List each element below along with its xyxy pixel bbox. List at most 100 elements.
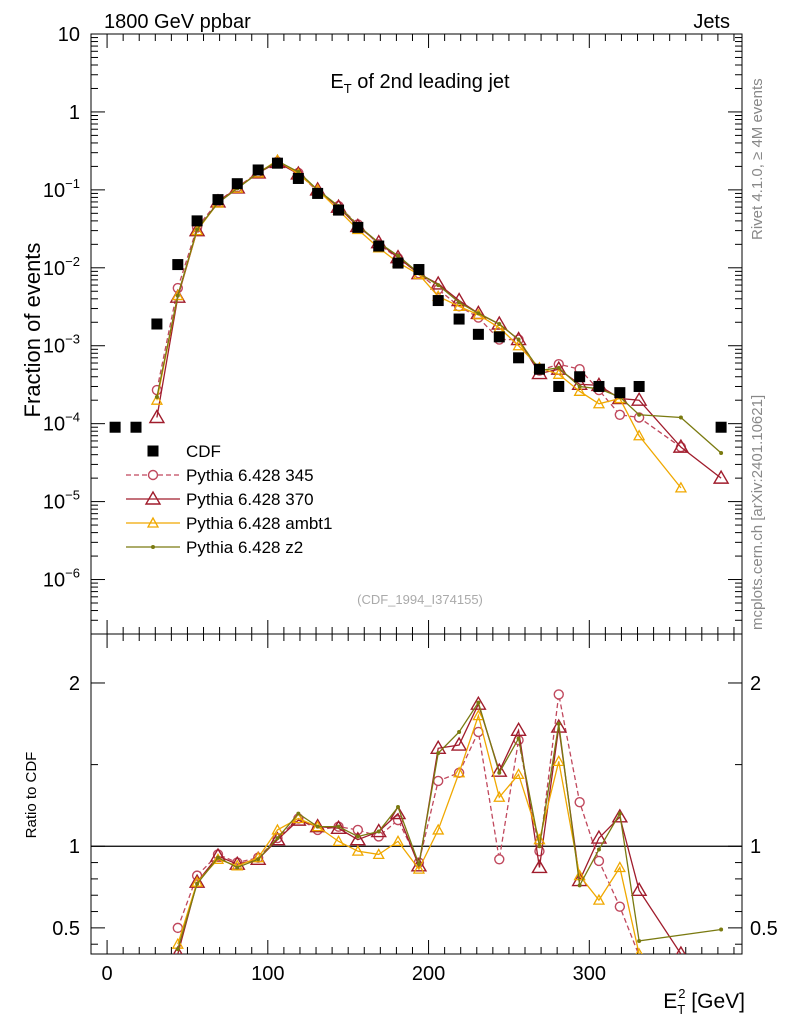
marker-dot [577, 384, 582, 389]
main-ytick-base: 10 [43, 492, 65, 514]
main-ytick-base: 10 [43, 414, 65, 436]
ratio-series-group [171, 689, 724, 954]
watermark: (CDF_1994_I374155) [357, 592, 483, 607]
marker-triangle-small [512, 768, 525, 780]
marker-dot [195, 227, 200, 232]
marker-triangle-small [552, 755, 565, 766]
xlabel-sub: T [677, 1002, 685, 1017]
ratio-panel-frame [90, 633, 743, 955]
marker-square [614, 387, 626, 399]
marker-dot [296, 169, 301, 174]
marker-square [633, 380, 645, 392]
marker-square [191, 215, 203, 227]
marker-dot [719, 927, 724, 932]
marker-dot [154, 394, 159, 399]
marker-square [574, 371, 586, 383]
marker-triangle-small [592, 893, 606, 905]
main-ytick-exp: −4 [65, 410, 80, 425]
xlabel-sup: 2 [678, 986, 685, 1001]
marker-dot [215, 855, 220, 860]
marker-circle [172, 922, 184, 934]
marker-square [172, 259, 184, 271]
marker-square [513, 352, 525, 364]
marker-triangle-small [332, 835, 345, 846]
main-ytick-exp: −3 [65, 332, 80, 347]
marker-triangle-small [573, 384, 586, 396]
marker-dot [416, 862, 421, 867]
marker-triangle [148, 409, 166, 424]
marker-dot [151, 545, 155, 549]
header-left: 1800 GeV ppbar [104, 11, 251, 33]
marker-triangle [491, 762, 508, 777]
marker-triangle-small [146, 516, 160, 528]
main-ytick-base: 10 [43, 180, 65, 202]
marker-triangle [611, 808, 629, 823]
legend-label: CDF [186, 442, 221, 461]
legend-label: Pythia 6.428 370 [186, 490, 314, 509]
marker-circle [433, 775, 444, 787]
marker-dot [175, 293, 180, 298]
marker-dot [315, 824, 320, 829]
marker-triangle [510, 721, 527, 737]
main-ytick-exp: −5 [65, 488, 80, 503]
marker-square [212, 194, 224, 206]
marker-dot [516, 337, 521, 342]
ratio-series-line [177, 701, 722, 950]
main-title: ET of 2nd leading jet [330, 71, 510, 96]
marker-triangle-small [573, 869, 586, 881]
marker-square [109, 421, 121, 433]
main-title-e: E [330, 71, 343, 93]
marker-square [292, 172, 304, 184]
marker-square [593, 380, 605, 392]
main-ytick-label: 10−6 [43, 566, 80, 592]
marker-dot [296, 811, 301, 816]
main-title-sub: T [344, 81, 352, 96]
marker-dot [175, 947, 180, 952]
marker-dot [678, 415, 683, 420]
marker-triangle-small [674, 481, 688, 493]
xlabel-e: E [663, 990, 677, 1013]
ratio-ytick-label-right: 0.5 [750, 918, 778, 940]
marker-circle [553, 689, 564, 700]
main-ytick-exp: −6 [65, 566, 80, 581]
marker-triangle [531, 859, 548, 874]
marker-dot [436, 751, 441, 756]
ratio-ytick-label-left: 0.5 [52, 918, 80, 940]
header-right: Jets [693, 11, 730, 33]
marker-dot [596, 847, 601, 852]
marker-triangle [188, 222, 206, 237]
marker-dot [476, 311, 481, 316]
ratio-ylabel: Ratio to CDF [23, 752, 40, 839]
marker-square [533, 363, 545, 375]
marker-triangle-small [493, 790, 506, 802]
marker-triangle-small [190, 224, 204, 236]
marker-triangle-small [171, 289, 184, 301]
marker-triangle-small [633, 429, 646, 441]
marker-dot [617, 811, 622, 816]
marker-triangle [450, 736, 468, 751]
marker-square [312, 187, 324, 199]
ratio-ytick-label-left: 2 [69, 673, 80, 695]
marker-triangle [676, 945, 686, 954]
main-ytick-base: 10 [43, 570, 65, 592]
marker-triangle-small [150, 393, 164, 405]
main-ytick-label: 10 [58, 24, 80, 46]
main-ytick-base: 10 [43, 336, 65, 358]
marker-square [151, 318, 163, 330]
main-series-line [156, 159, 682, 489]
marker-triangle-small [292, 812, 305, 824]
ratio-ytick-label-right: 2 [750, 673, 761, 695]
marker-dot [497, 322, 502, 327]
main-ytick-label: 1 [69, 102, 80, 124]
marker-circle [614, 409, 626, 420]
marker-triangle-small [635, 947, 643, 954]
main-ytick-exp: −2 [65, 254, 80, 269]
marker-square [352, 221, 364, 233]
ratio-axis-ticks: 0.5 0.5 1 1 2 2 0 100 200 300 [52, 634, 778, 985]
marker-triangle-small [271, 823, 284, 835]
marker-triangle-small [592, 397, 606, 409]
marker-square [373, 240, 385, 252]
marker-triangle [510, 331, 527, 346]
marker-triangle [550, 718, 567, 733]
